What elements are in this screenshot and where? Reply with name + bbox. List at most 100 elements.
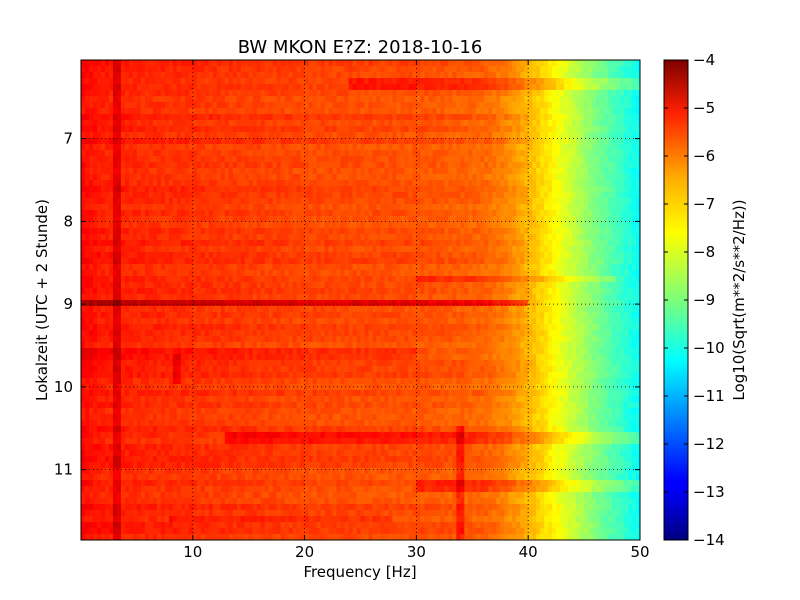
heatmap-cell xyxy=(81,174,86,181)
heatmap-cell xyxy=(444,240,449,247)
heatmap-cell xyxy=(372,270,378,277)
heatmap-cell xyxy=(332,234,338,241)
heatmap-cell xyxy=(524,72,529,79)
heatmap-cell xyxy=(140,138,146,145)
heatmap-cell xyxy=(192,96,198,103)
heatmap-cell xyxy=(316,60,322,67)
heatmap-cell xyxy=(320,138,326,145)
heatmap-cell xyxy=(364,132,370,139)
heatmap-cell xyxy=(516,96,521,103)
heatmap-cell xyxy=(448,144,453,151)
heatmap-cell xyxy=(496,90,501,97)
heatmap-cell xyxy=(504,60,509,67)
heatmap-cell xyxy=(192,120,198,127)
heatmap-cell xyxy=(488,150,493,157)
heatmap-cell xyxy=(508,198,513,205)
heatmap-cell xyxy=(308,90,314,97)
heatmap-cell xyxy=(276,204,282,211)
heatmap-cell xyxy=(124,138,130,145)
heatmap-cell xyxy=(540,72,545,79)
heatmap-cell xyxy=(396,96,402,103)
heatmap-cell xyxy=(324,192,330,199)
heatmap-cell xyxy=(256,72,262,79)
heatmap-cell xyxy=(544,156,549,163)
heatmap-cell xyxy=(624,162,629,169)
heatmap-cell xyxy=(128,108,134,115)
heatmap-cell xyxy=(476,66,481,73)
heatmap-cell xyxy=(548,120,553,127)
heatmap-cell xyxy=(164,120,170,127)
heatmap-cell xyxy=(196,168,202,175)
heatmap-cell xyxy=(252,132,258,139)
heatmap-cell xyxy=(148,240,154,247)
heatmap-cell xyxy=(600,180,605,187)
heatmap-cell xyxy=(528,90,533,97)
heatmap-cell xyxy=(436,66,441,73)
heatmap-cell xyxy=(280,90,286,97)
heatmap-cell xyxy=(536,186,541,193)
heatmap-cell xyxy=(172,156,178,163)
heatmap-cell xyxy=(600,72,605,79)
heatmap-cell xyxy=(92,240,98,247)
heatmap-cell xyxy=(424,264,429,271)
heatmap-cell xyxy=(512,204,517,211)
heatmap-cell xyxy=(476,264,481,271)
heatmap-cell xyxy=(584,132,589,139)
heatmap-cell xyxy=(208,240,214,247)
heatmap-cell xyxy=(436,228,441,235)
heatmap-cell xyxy=(616,90,621,97)
heatmap-cell xyxy=(336,132,342,139)
heatmap-cell xyxy=(484,174,489,181)
heatmap-cell xyxy=(636,264,640,271)
heatmap-cell xyxy=(564,192,569,199)
heatmap-cell xyxy=(260,114,266,121)
heatmap-cell xyxy=(588,126,593,133)
heatmap-cell xyxy=(476,120,481,127)
heatmap-cell xyxy=(616,192,621,199)
heatmap-cell xyxy=(228,168,234,175)
heatmap-cell xyxy=(300,258,306,265)
heatmap-cell xyxy=(612,222,617,229)
heatmap-cell xyxy=(212,186,218,193)
heatmap-cell xyxy=(596,144,601,151)
heatmap-cell xyxy=(196,90,202,97)
heatmap-cell xyxy=(548,252,553,259)
heatmap-cell xyxy=(620,144,625,151)
heatmap-cell xyxy=(104,60,110,67)
heatmap-cell xyxy=(496,144,501,151)
heatmap-cell xyxy=(124,132,130,139)
heatmap-cell xyxy=(628,246,633,253)
heatmap-cell xyxy=(352,120,358,127)
heatmap-cell xyxy=(476,210,481,217)
heatmap-cell xyxy=(108,90,114,97)
heatmap-cell xyxy=(92,192,98,199)
heatmap-cell xyxy=(460,72,465,79)
heatmap-cell xyxy=(456,72,461,79)
heatmap-cell xyxy=(512,246,517,253)
heatmap-cell xyxy=(344,198,350,205)
heatmap-cell xyxy=(516,228,521,235)
heatmap-cell xyxy=(352,156,358,163)
heatmap-cell xyxy=(180,216,186,223)
heatmap-cell xyxy=(160,84,166,91)
heatmap-cell xyxy=(284,78,290,85)
heatmap-cell xyxy=(348,126,354,133)
heatmap-cell xyxy=(572,264,577,271)
heatmap-cell xyxy=(512,186,517,193)
heatmap-cell xyxy=(208,126,214,133)
heatmap-cell xyxy=(128,222,134,229)
heatmap-cell xyxy=(576,258,581,265)
heatmap-cell xyxy=(580,216,585,223)
heatmap-cell xyxy=(404,246,410,253)
heatmap-cell xyxy=(204,114,210,121)
heatmap-cell xyxy=(456,168,461,175)
heatmap-cell xyxy=(600,210,605,217)
heatmap-cell xyxy=(472,108,477,115)
heatmap-cell xyxy=(292,114,298,121)
heatmap-cell xyxy=(548,84,553,91)
heatmap-cell xyxy=(492,144,497,151)
heatmap-cell xyxy=(608,216,613,223)
heatmap-cell xyxy=(164,72,170,79)
heatmap-cell xyxy=(220,144,226,151)
heatmap-cell xyxy=(588,252,593,259)
